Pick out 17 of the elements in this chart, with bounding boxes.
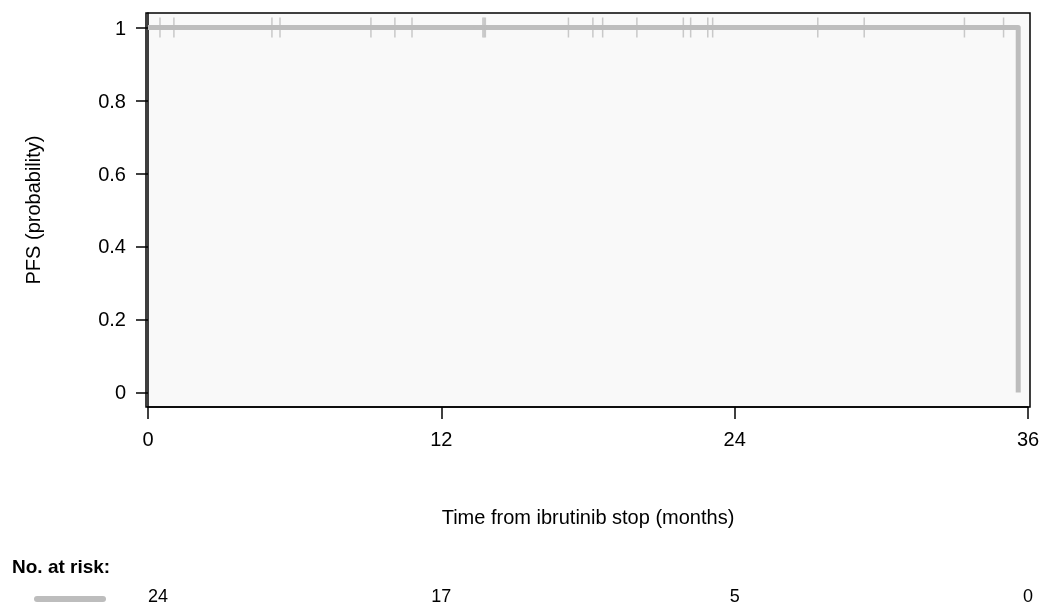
text: 5: [729, 586, 740, 606]
x-tick-label: 36: [1016, 428, 1040, 450]
y-tick-label: 1: [114, 16, 126, 39]
text: No. at risk:: [12, 556, 111, 577]
x-axis-title: Time from ibrutinib stop (months): [441, 506, 735, 528]
x-tick-label: 0: [142, 428, 154, 450]
x-tick-label: 12: [430, 428, 453, 450]
text: 0: [1022, 586, 1034, 606]
text: 17: [431, 586, 452, 606]
y-tick-label: 0.8: [98, 89, 126, 112]
x-tick-label: 24: [723, 428, 746, 450]
y-axis-title: PFS (probability): [22, 135, 44, 285]
y-tick-label: 0.4: [98, 235, 126, 258]
y-tick-label: 0.2: [98, 308, 126, 331]
text: 24: [148, 586, 169, 606]
y-tick-label: 0: [114, 381, 126, 404]
y-tick-label: 0.6: [98, 162, 126, 185]
